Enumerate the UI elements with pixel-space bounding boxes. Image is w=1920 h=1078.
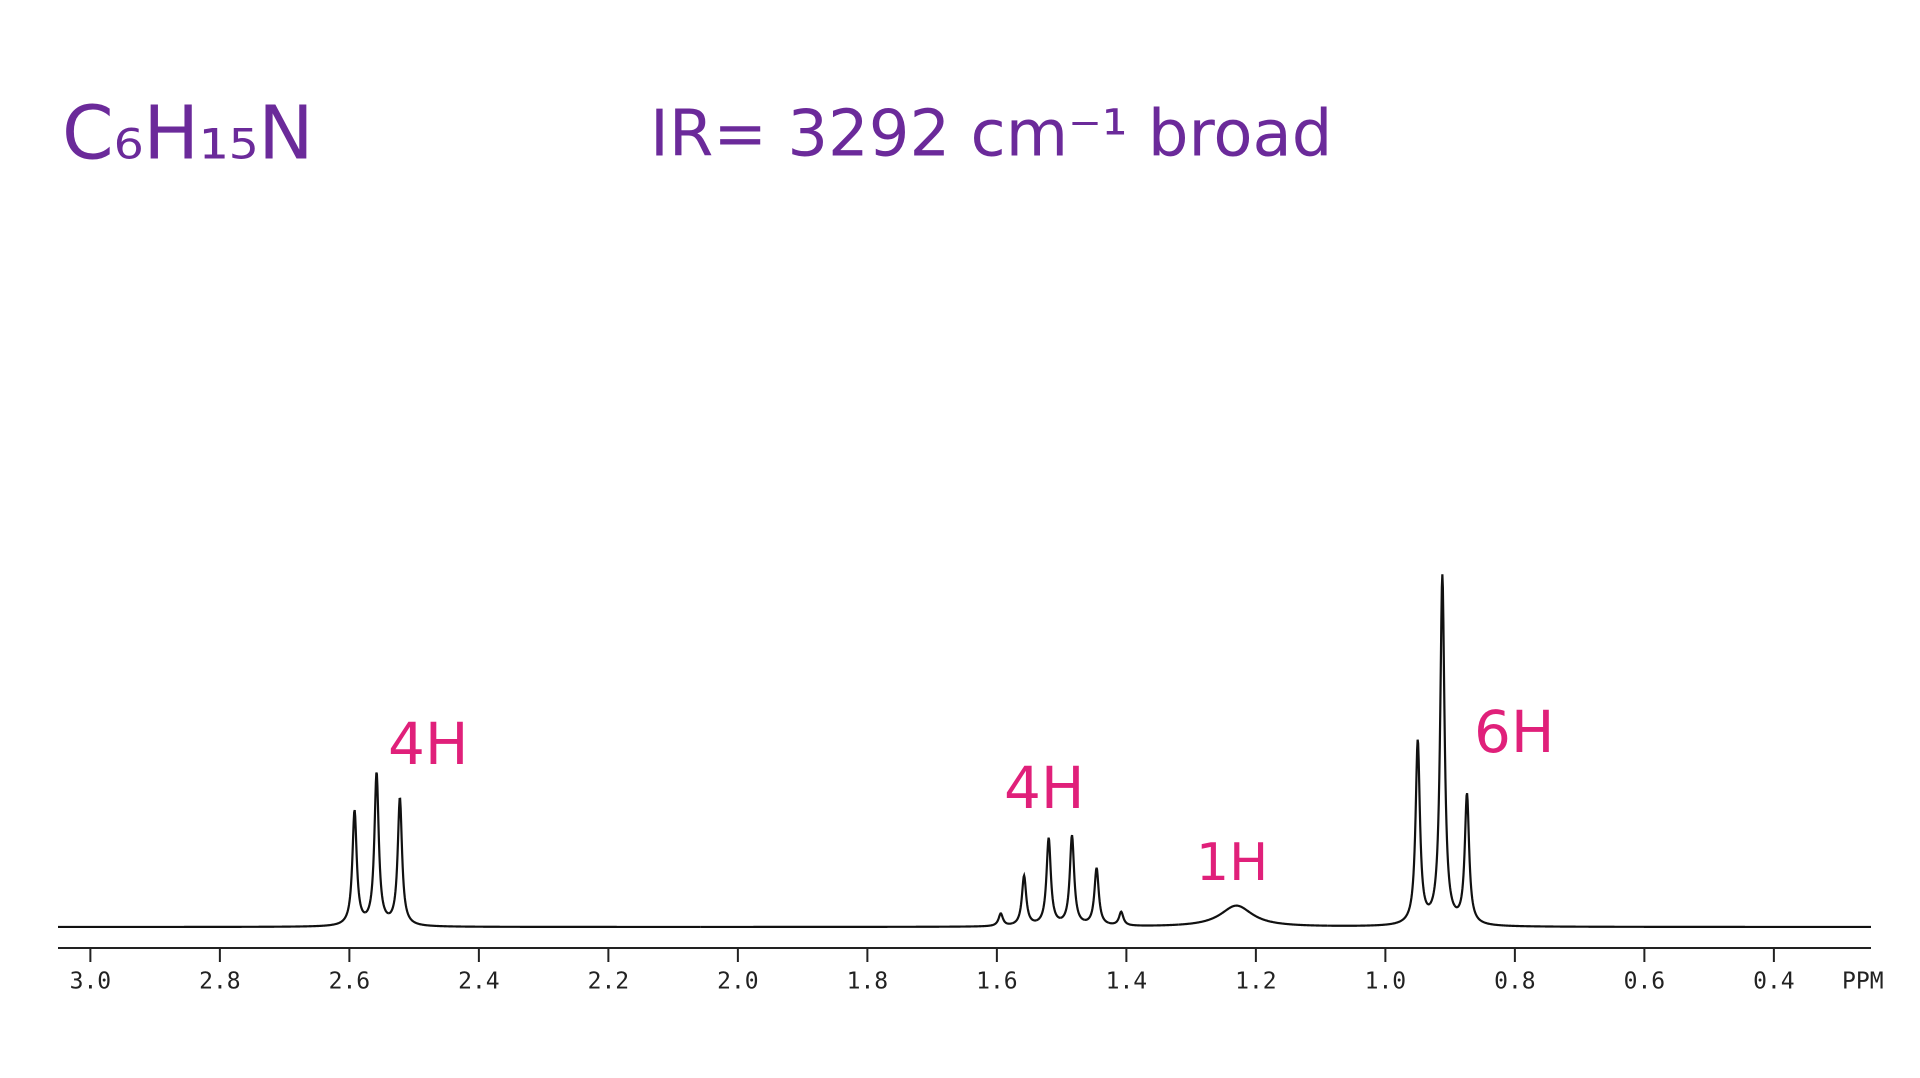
spectrum-peak xyxy=(1453,792,1871,929)
spectrum-peak xyxy=(1012,871,1037,925)
x-tick-label: 3.0 xyxy=(70,969,112,995)
ir-note: IR= 3292 cm⁻¹ broad xyxy=(650,98,1332,172)
x-axis-label: PPM xyxy=(1842,969,1884,995)
spectrum-peak xyxy=(1429,574,1456,907)
x-tick-label: 0.6 xyxy=(1624,969,1666,995)
x-tick-label: 2.4 xyxy=(458,969,500,995)
x-tick-label: 1.8 xyxy=(847,969,889,995)
integration-label: 6H xyxy=(1474,698,1555,766)
spectrum-peak xyxy=(700,912,1013,929)
x-tick-label: 1.2 xyxy=(1235,969,1277,995)
spectrum-peak xyxy=(1036,837,1061,922)
x-tick-label: 1.4 xyxy=(1106,969,1148,995)
spectrum-peak xyxy=(1178,904,1328,927)
x-tick-label: 2.0 xyxy=(717,969,759,995)
x-tick-label: 0.8 xyxy=(1494,969,1536,995)
spectrum-peak xyxy=(1060,834,1085,921)
integration-label: 4H xyxy=(1004,754,1085,822)
spectrum-peak xyxy=(1108,910,1179,927)
integration-label: 4H xyxy=(388,710,469,778)
formula: C₆H₁₅N xyxy=(62,91,314,177)
x-tick-label: 2.8 xyxy=(199,969,241,995)
x-tick-label: 1.6 xyxy=(976,969,1018,995)
integration-label: 1H xyxy=(1196,833,1268,893)
x-tick-label: 0.4 xyxy=(1753,969,1795,995)
x-tick-label: 2.6 xyxy=(329,969,371,995)
spectrum-peak xyxy=(58,809,366,929)
spectrum-peak xyxy=(365,772,389,915)
x-tick-label: 2.2 xyxy=(588,969,630,995)
spectrum-peak xyxy=(388,797,701,929)
spectrum-peak xyxy=(1327,739,1431,927)
x-tick-label: 1.0 xyxy=(1365,969,1407,995)
spectrum-peak xyxy=(1084,867,1110,924)
